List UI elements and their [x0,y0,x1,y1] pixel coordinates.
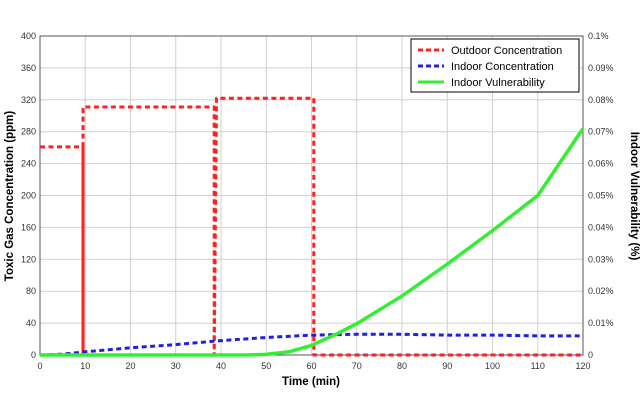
y2-tick-label: 0.06% [588,159,614,169]
plot-frame [39,35,584,356]
y-tick-label: 360 [21,63,36,73]
series-line-indoor-concentration [39,332,583,357]
y2-tick-label: 0.1% [588,31,609,41]
y2-tick-label: 0.08% [588,95,614,105]
y-tick-label: 320 [21,95,36,105]
y-tick-label: 200 [21,191,36,201]
series-line-indoor-vulnerability [40,127,585,357]
legend-label-indoor: Indoor Concentration [451,61,554,73]
x-tick-label: 40 [216,361,226,371]
y-tick-label: 120 [21,254,36,264]
y2-axis-title: Indoor Vulnerability (%) [628,132,640,261]
y-tick-label: 240 [21,159,36,169]
y-tick-label: 80 [26,286,36,296]
y-tick-label: 280 [21,127,36,137]
legend: Outdoor Concentration Indoor Concentrati… [410,38,580,93]
y-tick-label: 400 [21,31,36,41]
x-tick-labels: 0 10 20 30 40 50 60 70 80 90 100 110 120 [37,361,590,371]
y2-tick-label: 0.05% [588,191,614,201]
legend-label-vulnerability: Indoor Vulnerability [451,77,545,89]
y2-tick-labels: 0 0.01% 0.02% 0.03% 0.04% 0.05% 0.06% 0.07% 0.08… [588,31,614,360]
legend-label-outdoor: Outdoor Concentration [451,45,562,57]
x-tick-label: 80 [397,361,407,371]
y-tick-label: 40 [26,318,36,328]
y-tick-label: 0 [31,350,36,360]
x-tick-label: 50 [261,361,271,371]
y2-tick-label: 0.01% [588,318,614,328]
y-tick-labels: 0 40 80 120 160 200 240 280 320 360 400 [21,31,36,360]
series-layer [39,96,585,357]
y2-tick-label: 0.07% [588,127,614,137]
y-axis-title: Toxic Gas Concentration (ppm) [4,111,16,282]
x-tick-label: 60 [306,361,316,371]
plot-border [39,35,584,356]
y2-tick-label: 0 [588,350,593,360]
y2-tick-label: 0.09% [588,63,614,73]
x-tick-label: 120 [575,361,590,371]
y2-tick-label: 0.02% [588,286,614,296]
x-tick-label: 20 [125,361,135,371]
x-tick-label: 70 [352,361,362,371]
series-line-outdoor-concentration [40,96,583,357]
x-tick-label: 0 [37,361,42,371]
y-tick-label: 160 [21,222,36,232]
y2-tick-label: 0.03% [588,254,614,264]
x-tick-label: 10 [80,361,90,371]
x-tick-label: 30 [171,361,181,371]
x-tick-label: 100 [485,361,500,371]
x-tick-label: 90 [442,361,452,371]
x-axis-title: Time (min) [282,376,340,388]
y2-tick-label: 0.04% [588,222,614,232]
x-tick-label: 110 [531,361,545,371]
